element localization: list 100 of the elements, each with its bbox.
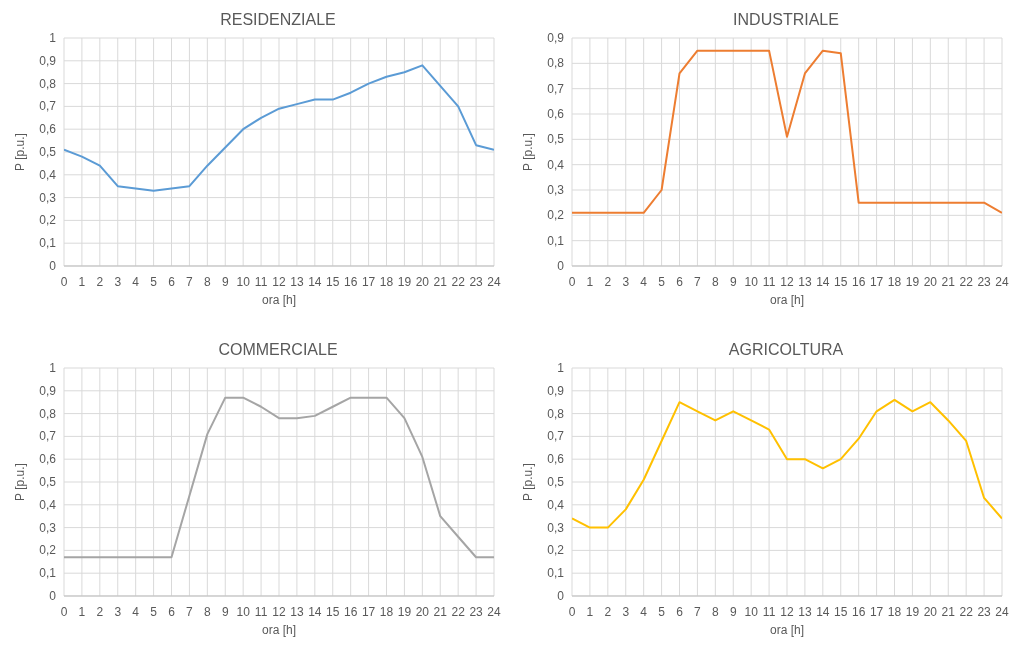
line-series bbox=[572, 398, 1002, 529]
x-tick-label: 11 bbox=[762, 275, 776, 289]
x-tick-label: 6 bbox=[676, 605, 684, 619]
x-tick-label: 19 bbox=[905, 275, 920, 289]
y-tick-label: 0 bbox=[557, 589, 565, 603]
x-tick-label: 21 bbox=[941, 275, 956, 289]
x-tick-label: 14 bbox=[816, 605, 830, 619]
x-tick-label: 17 bbox=[869, 605, 884, 619]
x-tick-label: 16 bbox=[343, 275, 358, 289]
x-tick-label: 15 bbox=[326, 605, 340, 619]
x-tick-label: 18 bbox=[379, 275, 394, 289]
x-tick-label: 20 bbox=[923, 605, 938, 619]
x-tick-label: 2 bbox=[604, 275, 612, 289]
x-tick-label: 14 bbox=[308, 605, 322, 619]
x-tick-label: 15 bbox=[834, 275, 848, 289]
y-tick-label: 0,5 bbox=[39, 145, 57, 159]
x-tick-label: 15 bbox=[834, 605, 848, 619]
y-tick-label: 0,9 bbox=[39, 53, 57, 68]
x-tick-label: 6 bbox=[168, 275, 176, 289]
x-tick-label: 2 bbox=[96, 275, 104, 289]
x-tick-label: 11 bbox=[254, 605, 268, 619]
x-tick-label: 1 bbox=[78, 275, 86, 289]
chart-title: COMMERCIALE bbox=[217, 340, 339, 360]
x-tick-label: 13 bbox=[290, 605, 304, 619]
y-tick-label: 0 bbox=[49, 589, 57, 603]
x-tick-label: 3 bbox=[622, 605, 630, 619]
x-tick-label: 1 bbox=[586, 275, 594, 289]
x-tick-label: 8 bbox=[203, 275, 211, 289]
x-tick-label: 24 bbox=[995, 605, 1009, 619]
y-tick-label: 0,1 bbox=[39, 236, 57, 251]
y-tick-label: 0,5 bbox=[547, 475, 565, 489]
y-tick-label: 0,3 bbox=[547, 183, 565, 197]
x-tick-label: 23 bbox=[977, 605, 992, 619]
x-tick-label: 14 bbox=[816, 275, 830, 289]
y-axis-title: P [p.u.] bbox=[521, 133, 536, 171]
y-tick-label: 1 bbox=[557, 361, 565, 375]
line-series bbox=[64, 396, 494, 559]
x-tick-label: 23 bbox=[977, 275, 992, 289]
x-tick-label: 0 bbox=[60, 605, 68, 619]
x-tick-label: 12 bbox=[780, 605, 794, 619]
x-tick-label: 9 bbox=[729, 275, 737, 289]
x-tick-label: 14 bbox=[308, 275, 322, 289]
y-tick-label: 0,6 bbox=[39, 122, 57, 137]
x-tick-label: 21 bbox=[433, 275, 448, 289]
x-tick-label: 18 bbox=[379, 605, 394, 619]
x-axis-title: ora [h] bbox=[769, 293, 805, 307]
x-tick-label: 1 bbox=[586, 605, 594, 619]
y-tick-label: 0,8 bbox=[39, 76, 57, 91]
x-tick-label: 24 bbox=[487, 275, 501, 289]
x-tick-label: 19 bbox=[397, 605, 412, 619]
x-tick-label: 4 bbox=[640, 605, 648, 619]
y-tick-label: 0,4 bbox=[547, 157, 565, 172]
x-tick-label: 17 bbox=[361, 275, 376, 289]
x-tick-label: 20 bbox=[415, 275, 430, 289]
x-tick-label: 2 bbox=[96, 605, 104, 619]
y-tick-label: 0,3 bbox=[39, 190, 57, 205]
y-tick-label: 0 bbox=[557, 259, 565, 273]
x-tick-label: 4 bbox=[132, 605, 140, 619]
x-tick-label: 22 bbox=[959, 275, 974, 289]
x-tick-label: 10 bbox=[236, 605, 251, 619]
chart-title: AGRICOLTURA bbox=[727, 340, 845, 360]
x-axis-title: ora [h] bbox=[261, 293, 297, 307]
y-tick-label: 0,9 bbox=[547, 31, 565, 45]
y-tick-label: 1 bbox=[49, 31, 57, 45]
line-series bbox=[64, 64, 494, 192]
x-tick-label: 8 bbox=[711, 275, 719, 289]
y-tick-label: 0,2 bbox=[547, 543, 565, 558]
x-tick-label: 22 bbox=[451, 275, 466, 289]
y-tick-label: 0,8 bbox=[547, 56, 565, 71]
y-tick-label: 0,7 bbox=[39, 429, 57, 444]
y-tick-label: 0,7 bbox=[547, 429, 565, 444]
x-tick-label: 9 bbox=[221, 605, 229, 619]
y-tick-label: 0,9 bbox=[547, 383, 565, 398]
x-tick-label: 1 bbox=[78, 605, 86, 619]
x-tick-label: 21 bbox=[941, 605, 956, 619]
x-tick-label: 4 bbox=[640, 275, 648, 289]
x-tick-label: 5 bbox=[658, 605, 666, 619]
y-tick-label: 0,1 bbox=[39, 566, 57, 581]
x-tick-label: 3 bbox=[622, 275, 630, 289]
x-tick-label: 18 bbox=[887, 275, 902, 289]
x-tick-label: 3 bbox=[114, 275, 122, 289]
x-tick-label: 7 bbox=[694, 275, 702, 289]
y-tick-label: 0,4 bbox=[547, 497, 565, 512]
x-tick-label: 20 bbox=[415, 605, 430, 619]
x-tick-label: 24 bbox=[995, 275, 1009, 289]
chart-title: RESIDENZIALE bbox=[219, 10, 337, 30]
x-axis-title: ora [h] bbox=[769, 623, 805, 637]
x-tick-label: 7 bbox=[186, 605, 194, 619]
y-tick-label: 0,6 bbox=[547, 452, 565, 467]
x-tick-label: 6 bbox=[676, 275, 684, 289]
y-tick-label: 0 bbox=[49, 259, 57, 273]
x-tick-label: 19 bbox=[905, 605, 920, 619]
y-tick-label: 0,8 bbox=[39, 406, 57, 421]
x-tick-label: 10 bbox=[744, 275, 759, 289]
x-tick-label: 16 bbox=[851, 275, 866, 289]
y-tick-label: 1 bbox=[49, 361, 57, 375]
x-tick-label: 21 bbox=[433, 605, 448, 619]
x-tick-label: 3 bbox=[114, 605, 122, 619]
y-tick-label: 0,5 bbox=[547, 132, 565, 147]
x-tick-label: 18 bbox=[887, 605, 902, 619]
